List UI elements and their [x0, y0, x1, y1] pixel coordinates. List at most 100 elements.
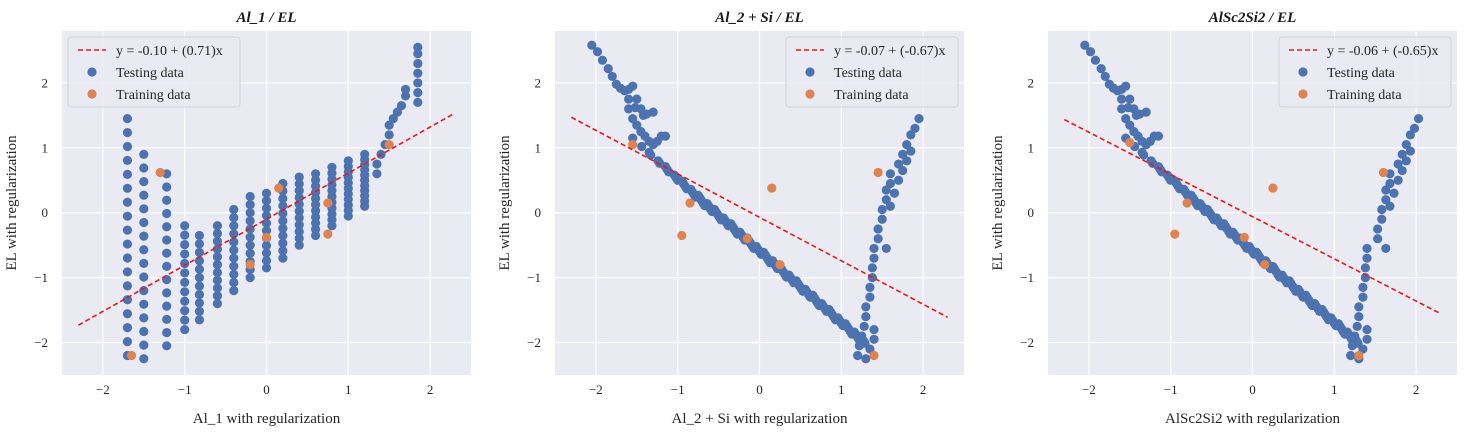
y-tick-label: −1	[1020, 270, 1034, 285]
testing-data-point	[1354, 311, 1364, 322]
testing-data-point	[194, 230, 205, 241]
training-data-point	[742, 234, 752, 244]
testing-data-point	[122, 197, 133, 207]
testing-data-point	[861, 302, 871, 312]
testing-data-point	[122, 183, 133, 193]
testing-data-point	[1310, 299, 1320, 309]
testing-data-point	[139, 163, 149, 173]
testing-data-point	[1268, 262, 1278, 272]
x-tick-label: 1	[1331, 382, 1338, 397]
testing-data-point	[1228, 227, 1238, 237]
testing-data-point	[1362, 253, 1372, 263]
testing-data-point	[229, 237, 239, 247]
testing-data-point	[294, 192, 304, 203]
testing-data-point	[194, 239, 205, 249]
testing-data-point	[914, 114, 924, 124]
testing-data-point	[139, 286, 149, 296]
testing-data-point	[343, 156, 353, 166]
testing-data-point	[180, 306, 190, 316]
testing-data-point	[902, 156, 912, 166]
testing-data-point	[637, 141, 647, 152]
testing-data-point	[194, 298, 205, 308]
testing-data-point	[139, 231, 149, 241]
testing-data-point	[869, 334, 879, 344]
x-tick-label: 2	[1413, 382, 1420, 397]
y-tick-label: 2	[42, 75, 49, 90]
testing-data-point	[384, 130, 394, 140]
testing-data-point	[245, 200, 255, 210]
legend-training-swatch	[87, 89, 97, 99]
training-data-point	[1239, 232, 1249, 242]
testing-data-point	[139, 204, 149, 214]
testing-data-point	[162, 195, 172, 205]
testing-data-point	[162, 314, 172, 324]
testing-data-point	[1333, 319, 1343, 329]
testing-data-point	[194, 306, 205, 316]
testing-data-point	[686, 184, 696, 194]
testing-data-point	[413, 58, 423, 69]
legend-testing-swatch	[1298, 67, 1308, 77]
testing-data-point	[139, 354, 149, 364]
testing-data-point	[122, 114, 133, 124]
legend-testing-swatch	[87, 67, 97, 77]
training-data-point	[274, 183, 284, 193]
testing-data-point	[413, 49, 423, 59]
testing-data-point	[648, 107, 658, 117]
testing-data-point	[1170, 176, 1180, 186]
testing-data-point	[278, 216, 288, 226]
testing-data-point	[278, 238, 288, 248]
testing-data-point	[1117, 94, 1127, 104]
testing-data-point	[294, 220, 304, 230]
testing-data-point	[294, 213, 304, 223]
testing-data-point	[1123, 102, 1133, 113]
testing-data-point	[1301, 290, 1311, 300]
testing-data-point	[212, 291, 223, 301]
testing-data-point	[1401, 156, 1411, 166]
testing-data-point	[709, 204, 720, 215]
testing-data-point	[1141, 107, 1151, 117]
testing-data-point	[229, 213, 239, 223]
testing-data-point	[1350, 331, 1360, 341]
testing-data-point	[278, 231, 288, 241]
testing-data-point	[784, 270, 794, 280]
x-tick-label: −1	[671, 382, 685, 397]
testing-data-point	[817, 299, 827, 309]
testing-data-point	[139, 176, 149, 187]
y-tick-label: 0	[1028, 205, 1035, 220]
legend-label: Training data	[1327, 88, 1402, 103]
testing-data-point	[278, 253, 288, 263]
legend-training-swatch	[1298, 89, 1308, 99]
testing-data-point	[885, 201, 895, 211]
x-axis-label: Al_2 + Si with regularization	[672, 411, 848, 427]
y-tick-label: 0	[535, 205, 542, 220]
testing-data-point	[877, 204, 887, 215]
y-tick-label: 2	[1028, 75, 1035, 90]
y-tick-label: 2	[535, 75, 542, 90]
training-data-point	[1378, 167, 1388, 178]
legend-label: Training data	[116, 88, 191, 103]
testing-data-point	[122, 239, 133, 249]
testing-data-point	[1373, 234, 1383, 244]
testing-data-point	[1381, 243, 1391, 254]
y-tick-label: −1	[527, 270, 541, 285]
testing-data-point	[278, 201, 288, 211]
testing-data-point	[854, 341, 864, 351]
testing-data-point	[400, 91, 411, 101]
testing-data-point	[278, 223, 288, 233]
testing-data-point	[278, 193, 288, 204]
testing-data-point	[139, 190, 149, 200]
testing-data-point	[669, 170, 680, 180]
testing-data-point	[906, 146, 916, 156]
testing-data-point	[869, 324, 879, 335]
x-tick-label: 0	[1249, 382, 1256, 397]
testing-data-point	[180, 258, 190, 269]
testing-data-point	[632, 94, 642, 104]
testing-data-point	[180, 268, 190, 278]
testing-data-point	[881, 243, 891, 254]
testing-data-point	[1317, 304, 1327, 315]
chart-panel-3: −2 −1 0 1 2 −2 −1 0 1 2 AlSc2Si2 / EL AlSc2Si2 with…	[990, 10, 1457, 427]
testing-data-point	[212, 221, 223, 231]
testing-data-point	[261, 263, 272, 273]
testing-data-point	[898, 165, 908, 176]
testing-data-point	[139, 326, 149, 337]
